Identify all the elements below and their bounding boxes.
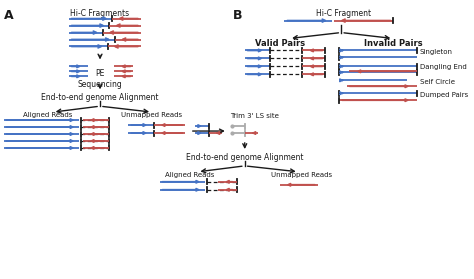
Text: Singleton: Singleton	[420, 49, 453, 56]
Text: Aligned Reads: Aligned Reads	[165, 172, 215, 178]
Text: Aligned Reads: Aligned Reads	[23, 112, 73, 118]
Text: B: B	[232, 9, 242, 22]
Text: Dangling End: Dangling End	[420, 64, 466, 70]
Text: Hi-C Fragments: Hi-C Fragments	[71, 9, 129, 18]
Text: A: A	[3, 9, 13, 22]
Text: Self Circle: Self Circle	[420, 79, 455, 85]
Text: Dumped Pairs: Dumped Pairs	[420, 92, 468, 98]
Text: Valid Pairs: Valid Pairs	[255, 39, 305, 47]
Text: End-to-end genome Alignment: End-to-end genome Alignment	[41, 93, 159, 102]
Text: Trim 3' LS site: Trim 3' LS site	[230, 113, 279, 119]
Text: End-to-end genome Alignment: End-to-end genome Alignment	[186, 153, 303, 162]
Text: Unmapped Reads: Unmapped Reads	[271, 172, 332, 178]
Text: Hi-C Fragment: Hi-C Fragment	[316, 9, 371, 18]
Text: Invalid Pairs: Invalid Pairs	[364, 39, 423, 47]
Text: Unmapped Reads: Unmapped Reads	[121, 112, 182, 118]
Text: PE
Sequencing: PE Sequencing	[78, 69, 122, 89]
